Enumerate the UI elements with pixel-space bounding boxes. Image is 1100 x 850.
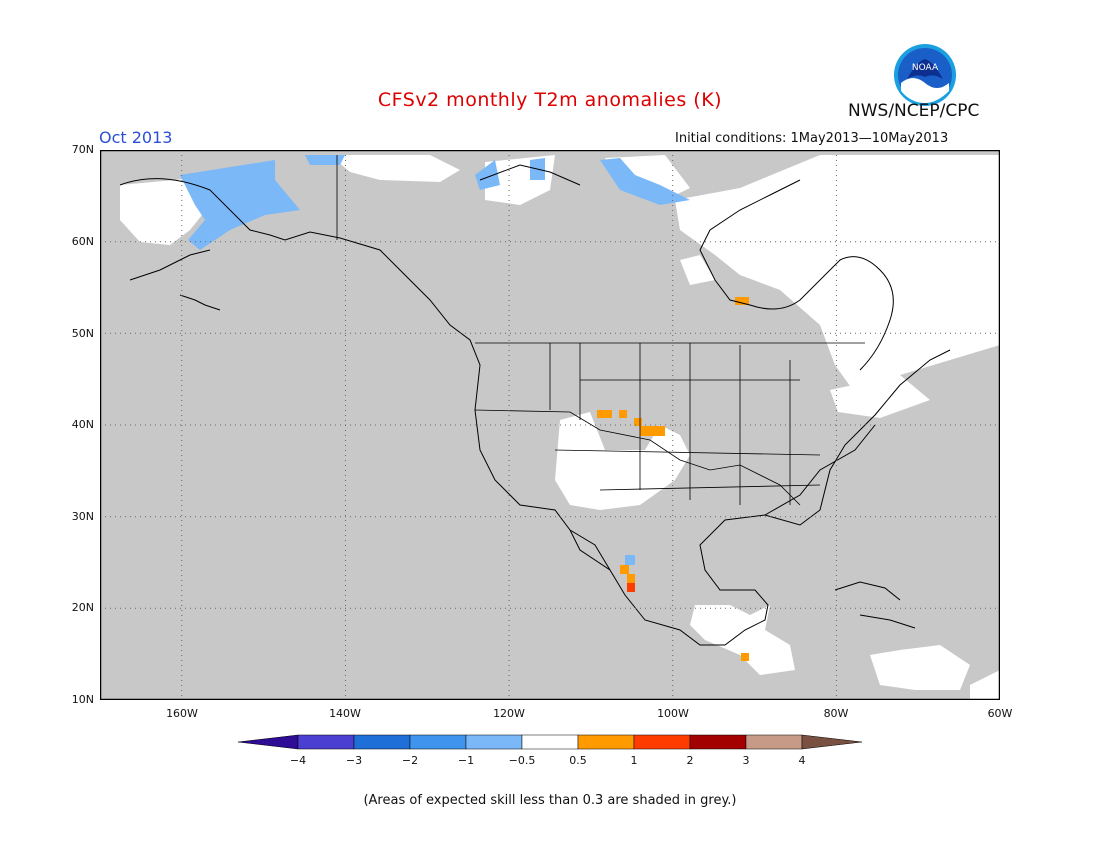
colorbar-swatch	[465, 734, 523, 750]
colorbar-label: 2	[686, 754, 694, 767]
colorbar-swatch	[745, 734, 803, 750]
lat-label-60n: 60N	[71, 235, 94, 248]
graticule	[100, 150, 1000, 700]
lon-label-60w: 60W	[987, 707, 1013, 720]
colorbar-swatch	[409, 734, 467, 750]
colorbar-label: 4	[798, 754, 806, 767]
colorbar-max-arrow	[801, 734, 863, 750]
lat-label-70n: 70N	[71, 143, 94, 156]
initial-conditions: Initial conditions: 1May2013—10May2013	[675, 131, 949, 146]
lon-label-160w: 160W	[166, 707, 198, 720]
colorbar-swatch	[297, 734, 355, 750]
colorbar-svg	[237, 734, 863, 750]
colorbar-label: −3	[345, 754, 363, 767]
no-skill-white-regions	[120, 155, 1000, 700]
noaa-logo: NOAA	[893, 43, 957, 107]
forecast-month: Oct 2013	[99, 128, 173, 147]
colorbar	[237, 732, 863, 772]
skill-note: (Areas of expected skill less than 0.3 a…	[363, 793, 737, 808]
anomaly-map	[99, 149, 1001, 701]
colorbar-swatch	[577, 734, 635, 750]
map-title: CFSv2 monthly T2m anomalies (K)	[377, 89, 723, 111]
coastlines	[119, 164, 951, 646]
lon-label-80w: 80W	[823, 707, 849, 720]
colorbar-label: −4	[289, 754, 307, 767]
lon-label-140w: 140W	[329, 707, 361, 720]
map-svg	[99, 149, 1001, 701]
political-boundaries	[336, 155, 865, 506]
agency-label: NWS/NCEP/CPC	[848, 101, 980, 121]
colorbar-label: −2	[401, 754, 419, 767]
warm-anomalies	[597, 297, 749, 661]
lat-label-10n: 10N	[71, 693, 94, 706]
map-frame	[99, 149, 1001, 701]
colorbar-label: −1	[457, 754, 475, 767]
lat-label-40n: 40N	[71, 418, 94, 431]
colorbar-swatch	[633, 734, 691, 750]
lon-label-100w: 100W	[657, 707, 689, 720]
colorbar-label: 3	[742, 754, 750, 767]
logo-text: NOAA	[912, 63, 939, 73]
colorbar-label: 0.5	[569, 754, 587, 767]
colorbar-min-arrow	[237, 734, 299, 750]
colorbar-swatch	[689, 734, 747, 750]
lat-label-50n: 50N	[71, 327, 94, 340]
colorbar-swatch	[521, 734, 579, 750]
colorbar-label: 1	[630, 754, 638, 767]
lat-label-30n: 30N	[71, 510, 94, 523]
lat-label-20n: 20N	[71, 601, 94, 614]
colorbar-label: −0.5	[508, 754, 536, 767]
colorbar-swatch	[353, 734, 411, 750]
lon-label-120w: 120W	[493, 707, 525, 720]
